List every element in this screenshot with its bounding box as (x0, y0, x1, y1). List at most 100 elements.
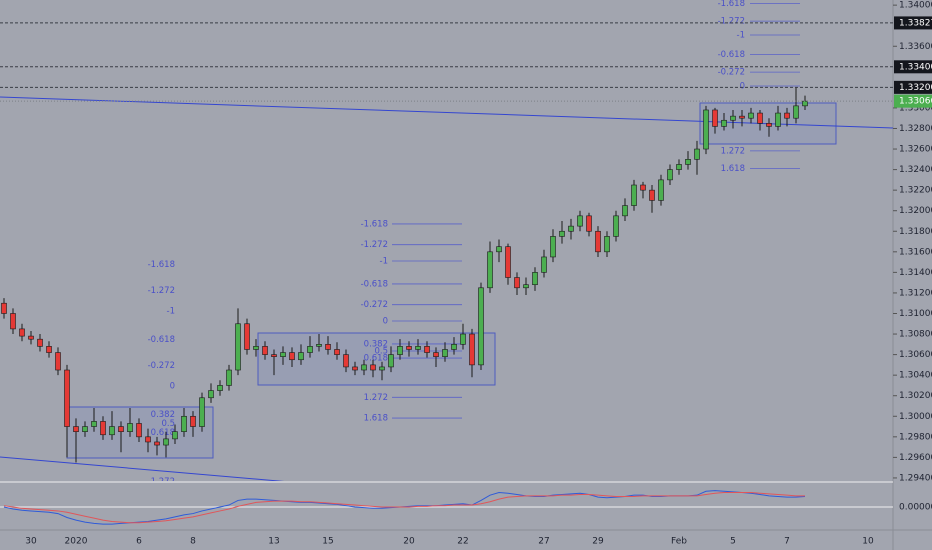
candle-body (370, 364, 376, 371)
fib-level-label: -0.272 (718, 68, 745, 78)
candle-body (766, 123, 772, 127)
candle-body (442, 349, 448, 357)
candle-body (190, 415, 196, 427)
fib-level-label: 0.382 (364, 339, 388, 349)
x-tick-label: Feb (671, 537, 687, 547)
y-tick-label: 1.31600 (899, 247, 932, 257)
candle-body (703, 109, 709, 150)
candle-body (739, 115, 745, 119)
price-line-label: 1.33200 (899, 83, 932, 93)
candle-body (379, 366, 385, 371)
fib-level-label: 0.382 (151, 410, 175, 420)
y-tick-label: 1.32200 (899, 186, 932, 196)
fib-level-label: 1.618 (364, 414, 388, 424)
fib-level-label: -1.618 (718, 0, 745, 9)
candle-body (262, 346, 268, 355)
x-tick-label: 6 (136, 537, 142, 547)
fib-level-label: 0.5 (374, 347, 388, 357)
y-tick-label: 1.29800 (899, 432, 932, 442)
candle-body (46, 346, 52, 353)
candle-body (469, 333, 475, 366)
y-tick-label: 1.32800 (899, 124, 932, 134)
candle-body (577, 215, 583, 227)
y-tick-label: 1.31800 (899, 227, 932, 237)
candle-body (235, 323, 241, 371)
candle-body (397, 346, 403, 355)
x-tick-label: 8 (190, 537, 196, 547)
y-tick-label: 1.31400 (899, 268, 932, 278)
candle-body (748, 112, 754, 119)
candle-body (523, 284, 529, 289)
candle-body (172, 431, 178, 440)
candle-body (676, 164, 682, 170)
y-tick-label: 1.30800 (899, 330, 932, 340)
price-label-box (894, 80, 932, 94)
candle-body (415, 346, 421, 350)
candle-body (775, 112, 781, 127)
fib-level-label: 0 (170, 382, 175, 392)
candle-body (307, 346, 313, 353)
candle-body (136, 423, 142, 438)
candle-body (514, 277, 520, 289)
candle-body (433, 352, 439, 357)
candle-body (352, 366, 358, 371)
candle-body (478, 287, 484, 366)
candle-body (361, 364, 367, 371)
fib-level-label: 0.618 (364, 354, 388, 364)
x-tick-label: 2020 (65, 537, 88, 547)
fib-level-label: -1.272 (718, 17, 745, 27)
candle-body (406, 346, 412, 350)
candle-body (685, 159, 691, 165)
last-price-box (894, 94, 932, 108)
candle-body (253, 346, 259, 350)
y-tick-label: 1.33000 (899, 103, 932, 113)
candle-body (118, 426, 124, 432)
fib-level-label: -0.272 (148, 361, 175, 371)
candle-body (316, 344, 322, 347)
y-tick-label: 1.29400 (899, 473, 932, 483)
candle-body (163, 438, 169, 446)
x-tick-label: 20 (403, 537, 415, 547)
x-tick-label: 7 (784, 537, 790, 547)
candle-body (208, 390, 214, 399)
candle-body (496, 246, 502, 253)
fib-level-label: -0.618 (361, 279, 388, 289)
fib-zone (257, 332, 496, 386)
candle-body (694, 148, 700, 160)
candle-body (505, 246, 511, 278)
fib-level-label: 0 (383, 317, 388, 327)
candle-body (451, 344, 457, 350)
y-tick-label: 1.29600 (899, 453, 932, 463)
candle-body (55, 352, 61, 371)
fib-level-label: -1.618 (361, 219, 388, 229)
x-tick-label: 29 (592, 537, 604, 547)
price-label-box (894, 16, 932, 30)
candle-body (199, 397, 205, 427)
candle-body (334, 349, 340, 355)
candle-body (145, 436, 151, 443)
fib-level-label: 0 (740, 82, 745, 92)
candle-body (595, 230, 601, 253)
candle-body (541, 256, 547, 273)
candle-body (802, 100, 808, 107)
fib-level-label: -0.272 (361, 300, 388, 310)
candle-body (181, 415, 187, 432)
price-label-box (894, 60, 932, 74)
fib-level-label: -1 (737, 31, 745, 41)
candle-body (271, 354, 277, 357)
candle-body (280, 352, 286, 357)
candle-body (622, 205, 628, 217)
price-line-label: 1.33400 (899, 62, 932, 72)
candle-body (64, 369, 70, 427)
candle-body (37, 338, 43, 347)
fib-level-label: -0.618 (718, 50, 745, 60)
candle-body (73, 426, 79, 432)
candle-body (10, 313, 16, 330)
candle-body (325, 344, 331, 350)
fib-level-label: -1 (167, 307, 175, 317)
candle-body (667, 169, 673, 181)
candle-body (82, 426, 88, 432)
candle-body (127, 423, 133, 432)
y-tick-label: 1.30600 (899, 350, 932, 360)
